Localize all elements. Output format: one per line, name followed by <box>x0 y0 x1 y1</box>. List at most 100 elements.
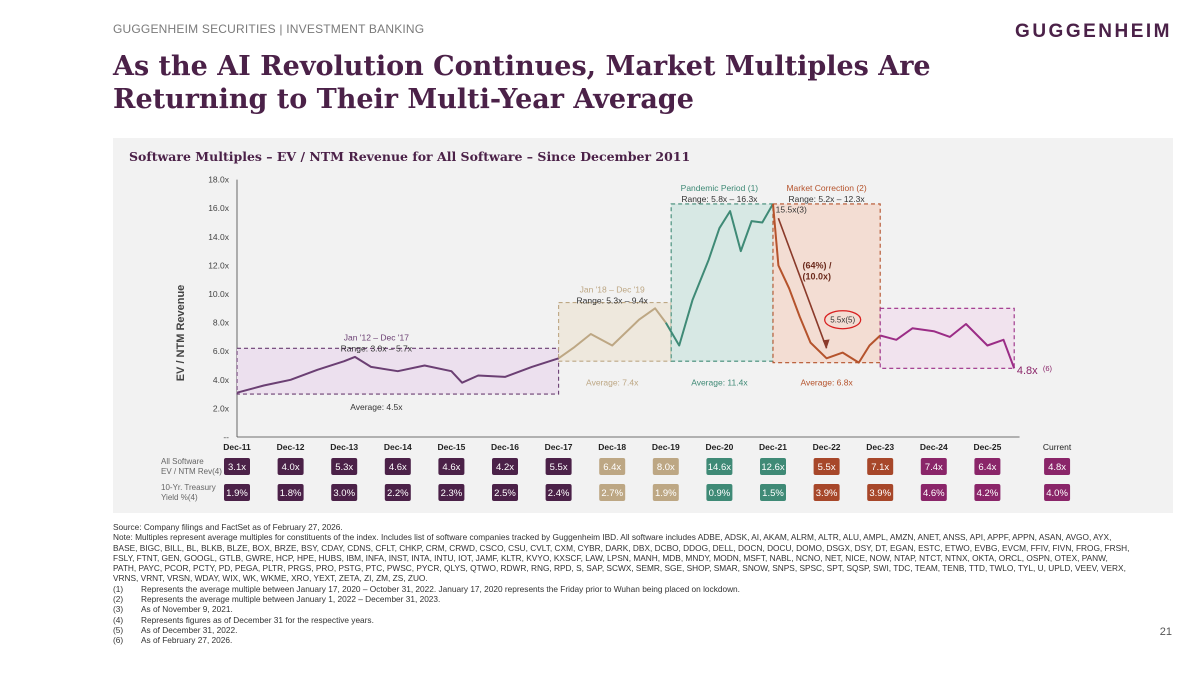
x-tick-label: Dec-18 <box>598 442 626 452</box>
treasury-yield-value: 1.9% <box>226 488 248 499</box>
ev-ntm-box <box>492 458 518 475</box>
multiple-series-line <box>772 203 881 364</box>
footnotes: Source: Company filings and FactSet as o… <box>113 522 1133 646</box>
ev-ntm-box <box>545 458 572 475</box>
ev-ntm-box <box>331 458 358 475</box>
x-tick-label: Dec-14 <box>384 442 412 452</box>
treasury-yield-box <box>277 484 304 501</box>
y-axis-label: EV / NTM Revenue <box>175 285 187 382</box>
table-row-label: Yield %(4) <box>161 493 198 502</box>
x-tick-label: Dec-13 <box>330 442 358 452</box>
trough-annotation: 5.5x(5) <box>830 316 855 325</box>
footnote-text: As of November 9, 2021. <box>141 604 233 615</box>
y-tick-label: 18.0x <box>208 175 230 185</box>
decline-annotation-1: (64%) / <box>802 260 832 270</box>
ev-ntm-value: 5.5x <box>818 462 836 473</box>
firm-line: GUGGENHEIM SECURITIES | INVESTMENT BANKI… <box>113 22 425 36</box>
period-label: Pandemic Period (1) <box>681 183 759 193</box>
footnote-text: As of February 27, 2026. <box>141 635 233 646</box>
current-value-footnote: (6) <box>1043 364 1053 373</box>
y-tick-label: 12.0x <box>208 260 230 270</box>
treasury-yield-box <box>492 484 518 501</box>
ev-ntm-value: 12.6x <box>761 462 784 473</box>
period-average: Average: 7.4x <box>586 378 639 388</box>
period-label: Market Correction (2) <box>786 183 866 193</box>
multiple-series-line <box>558 307 667 360</box>
treasury-yield-value: 0.9% <box>709 488 731 499</box>
constituents-note: Note: Multiples represent average multip… <box>113 532 1130 584</box>
ev-ntm-box <box>599 458 626 475</box>
ev-ntm-value: 5.5x <box>550 462 568 473</box>
current-column-label: Current <box>1043 442 1072 452</box>
period-range: Range: 5.2x – 12.3x <box>789 194 866 204</box>
treasury-yield-box <box>1044 484 1071 501</box>
ev-ntm-box <box>652 458 679 475</box>
x-tick-label: Dec-23 <box>866 442 894 452</box>
x-tick-label: Dec-20 <box>705 442 733 452</box>
treasury-yield-box <box>867 484 894 501</box>
footnote-item: (6) As of February 27, 2026. <box>113 635 1133 645</box>
treasury-yield-value: 4.0% <box>1046 488 1068 499</box>
treasury-yield-value: 1.9% <box>655 488 677 499</box>
x-tick-label: Dec-21 <box>759 442 787 452</box>
ev-ntm-value: 7.4x <box>925 462 943 473</box>
treasury-yield-box <box>331 484 358 501</box>
ev-ntm-box <box>277 458 304 475</box>
treasury-yield-box <box>652 484 679 501</box>
footnote-text: Represents the average multiple between … <box>141 594 441 605</box>
period-box <box>879 307 1015 369</box>
x-tick-label: Dec-16 <box>491 442 519 452</box>
treasury-yield-value: 4.6% <box>923 488 945 499</box>
multiple-series-line <box>879 323 1016 369</box>
period-average: Average: 4.5x <box>350 402 403 412</box>
ev-ntm-box <box>1044 458 1071 475</box>
ev-ntm-value: 4.0x <box>282 462 300 473</box>
treasury-yield-box <box>706 484 733 501</box>
ev-ntm-value: 4.6x <box>389 462 407 473</box>
treasury-yield-value: 3.9% <box>816 488 838 499</box>
decline-annotation-2: (10.0x) <box>802 271 831 281</box>
guggenheim-logo: GUGGENHEIM <box>1015 21 1172 42</box>
treasury-yield-box <box>599 484 626 501</box>
ev-ntm-box <box>974 458 1001 475</box>
footnote-number: (4) <box>113 614 124 625</box>
page-number: 21 <box>1159 626 1172 638</box>
x-tick-label: Dec-12 <box>277 442 305 452</box>
table-row-label: EV / NTM Rev(4) <box>161 467 222 476</box>
footnote-list: (1) Represents the average multiple betwe… <box>113 584 1133 646</box>
treasury-yield-box <box>760 484 786 501</box>
treasury-yield-value: 3.0% <box>333 488 355 499</box>
source-note: Source: Company filings and FactSet as o… <box>113 522 343 532</box>
treasury-yield-value: 3.9% <box>869 488 891 499</box>
x-tick-label: Dec-25 <box>973 442 1001 452</box>
footnote-number: (3) <box>113 604 124 615</box>
period-box <box>670 203 774 362</box>
footnote-text: As of December 31, 2022. <box>141 624 238 635</box>
footnote-item: (3) As of November 9, 2021. <box>113 604 1133 614</box>
current-value-label: 4.8x <box>1017 365 1038 377</box>
ev-ntm-value: 6.4x <box>603 462 621 473</box>
treasury-yield-value: 2.2% <box>387 488 409 499</box>
footnote-item: (4) Represents figures as of December 31 … <box>113 615 1133 625</box>
x-tick-label: Dec-24 <box>920 442 948 452</box>
footnote-number: (5) <box>113 624 124 635</box>
ev-ntm-value: 14.6x <box>708 462 731 473</box>
treasury-yield-value: 4.2% <box>977 488 999 499</box>
ev-ntm-value: 4.8x <box>1048 462 1066 473</box>
period-average: Average: 11.4x <box>691 378 748 388</box>
ev-ntm-box <box>920 458 947 475</box>
ev-ntm-box <box>867 458 894 475</box>
y-tick-label: 14.0x <box>208 232 230 242</box>
multiple-series-line <box>664 203 774 347</box>
ev-ntm-value: 8.0x <box>657 462 675 473</box>
y-tick-label: 16.0x <box>208 203 230 213</box>
table-row-label: 10-Yr. Treasury <box>161 483 216 492</box>
footnote-item: (5) As of December 31, 2022. <box>113 625 1133 635</box>
ev-ntm-value: 4.2x <box>496 462 514 473</box>
x-tick-label: Dec-22 <box>813 442 841 452</box>
treasury-yield-box <box>384 484 411 501</box>
ev-ntm-box <box>760 458 786 475</box>
footnote-text: Represents figures as of December 31 for… <box>141 614 374 625</box>
period-range: Range: 5.3x – 9.4x <box>577 296 649 306</box>
treasury-yield-value: 2.4% <box>548 488 570 499</box>
